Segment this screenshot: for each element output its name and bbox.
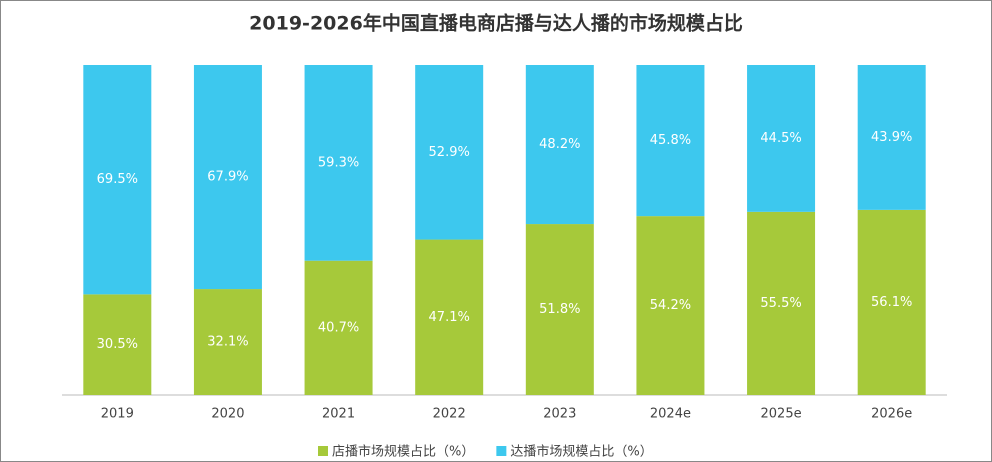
legend-swatch	[318, 446, 328, 456]
bar-segment	[193, 289, 262, 395]
bar-segment	[636, 216, 705, 395]
bar-segment	[525, 224, 594, 395]
bar-segment	[747, 65, 816, 212]
data-label: 51.8%	[539, 302, 580, 317]
bar-segment	[193, 65, 262, 290]
data-label: 30.5%	[97, 337, 138, 352]
bar-segment	[525, 65, 594, 225]
data-label: 47.1%	[429, 310, 470, 325]
legend-label: 店播市场规模占比（%）	[332, 444, 474, 460]
bar-segment	[415, 65, 484, 240]
x-tick-label: 2019	[101, 407, 134, 422]
data-label: 45.8%	[650, 133, 691, 148]
bar-segment	[857, 65, 926, 210]
data-label: 52.9%	[429, 145, 470, 160]
data-label: 55.5%	[760, 296, 801, 311]
data-label: 48.2%	[539, 137, 580, 152]
bar-segment	[304, 260, 373, 395]
x-tick-label: 2024e	[650, 407, 691, 422]
bar-segment	[304, 65, 373, 261]
bar-segment	[83, 294, 152, 395]
data-label: 69.5%	[97, 172, 138, 187]
x-tick-label: 2023	[543, 407, 576, 422]
bar-segment	[636, 65, 705, 217]
data-label: 67.9%	[207, 170, 248, 185]
x-tick-label: 2022	[433, 407, 466, 422]
data-label: 56.1%	[871, 295, 912, 310]
bar-segment	[83, 65, 152, 295]
data-label: 43.9%	[871, 130, 912, 145]
data-label: 44.5%	[760, 131, 801, 146]
x-tick-label: 2020	[211, 407, 244, 422]
bar-segment	[857, 209, 926, 395]
bar-segment	[747, 211, 816, 395]
data-label: 40.7%	[318, 320, 359, 335]
data-label: 54.2%	[650, 298, 691, 313]
data-label: 32.1%	[207, 335, 248, 350]
x-tick-label: 2025e	[761, 407, 802, 422]
chart-title: 2019-2026年中国直播电商店播与达人播的市场规模占比	[249, 12, 743, 35]
legend-swatch	[496, 446, 507, 456]
x-tick-label: 2026e	[871, 407, 912, 422]
bar-segment	[415, 239, 484, 395]
legend-label: 达播市场规模占比（%）	[510, 444, 652, 460]
x-tick-label: 2021	[322, 407, 355, 422]
data-label: 59.3%	[318, 155, 359, 170]
